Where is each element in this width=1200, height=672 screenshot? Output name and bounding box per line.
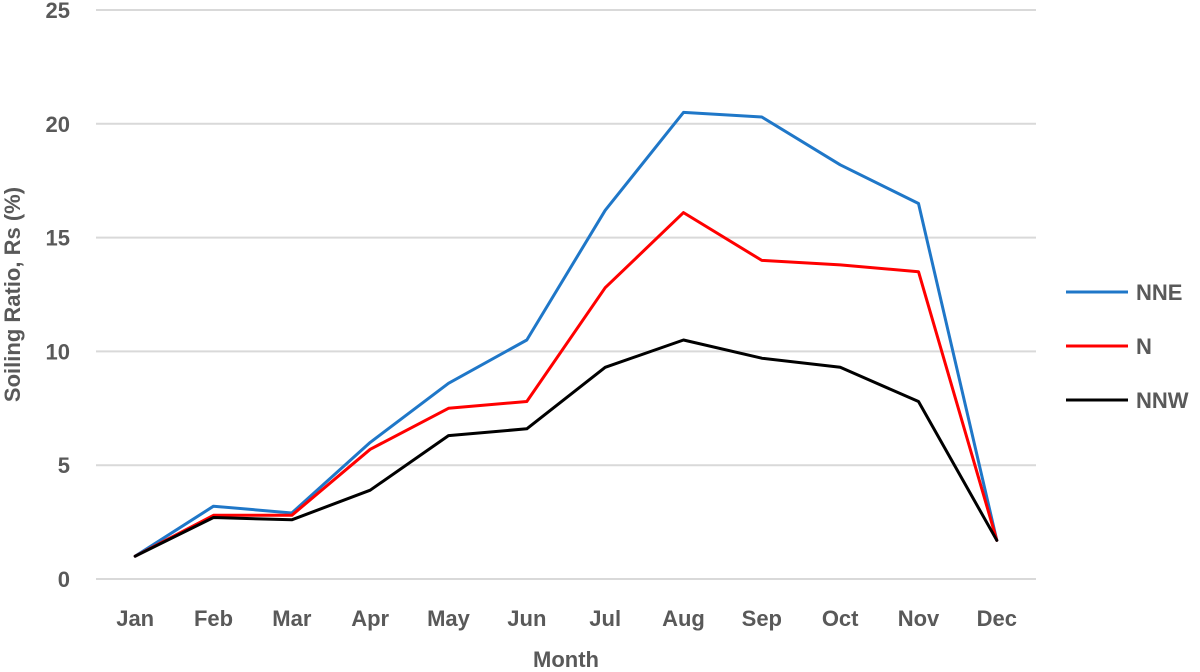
series-lines [133, 110, 999, 558]
y-tick-label: 10 [46, 339, 70, 364]
x-tick-label: Dec [977, 606, 1017, 631]
x-axis-title: Month [533, 647, 599, 672]
x-tick-label: Jan [116, 606, 154, 631]
legend: NNE N NNW [1066, 280, 1189, 413]
series-line-nnw [133, 338, 999, 558]
y-tick-label: 0 [58, 567, 70, 592]
legend-label-n: N [1136, 334, 1152, 359]
y-tick-label: 25 [46, 0, 70, 23]
y-tick-label: 15 [46, 226, 70, 251]
legend-label-nnw: NNW [1136, 388, 1189, 413]
x-axis-tick-labels: Jan Feb Mar Apr May Jun Jul Aug Sep Oct Nov Dec [116, 606, 1017, 631]
x-tick-label: May [427, 606, 471, 631]
x-tick-label: Apr [351, 606, 389, 631]
x-tick-label: Oct [822, 606, 859, 631]
x-tick-label: Sep [742, 606, 782, 631]
y-axis-title: Soiling Ratio, Rs (%) [0, 187, 25, 402]
y-tick-label: 5 [58, 453, 70, 478]
y-tick-label: 20 [46, 112, 70, 137]
x-tick-label: Feb [194, 606, 233, 631]
gridlines [96, 9, 1036, 580]
legend-label-nne: NNE [1136, 280, 1182, 305]
x-tick-label: Mar [272, 606, 312, 631]
x-tick-label: Aug [662, 606, 705, 631]
x-tick-label: Jun [507, 606, 546, 631]
x-tick-label: Nov [898, 606, 940, 631]
series-line-nne [133, 110, 999, 558]
x-tick-label: Jul [589, 606, 621, 631]
series-line-n [133, 211, 999, 558]
y-axis-tick-labels: 0 5 10 15 20 25 [46, 0, 70, 592]
